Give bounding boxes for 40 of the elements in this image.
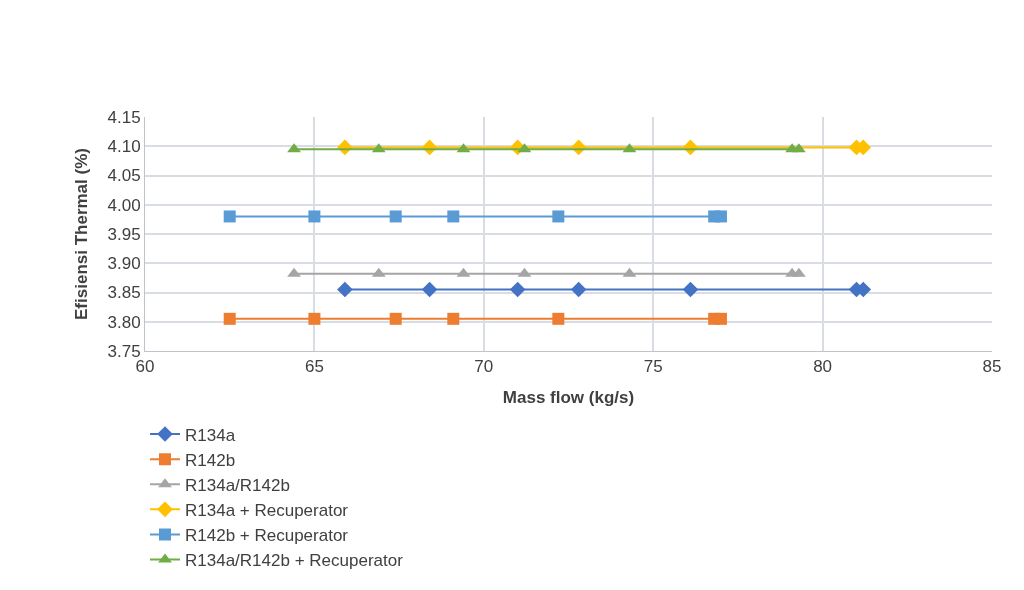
point <box>552 312 565 325</box>
point <box>389 210 402 223</box>
legend-label: R142b <box>185 450 236 470</box>
y-tick-label: 3.85 <box>107 283 141 303</box>
y-tick-label: 3.80 <box>107 312 141 332</box>
point <box>421 281 438 298</box>
legend-label: R134a/R142b + Recuperator <box>185 551 404 571</box>
point <box>287 267 301 277</box>
x-tick-label: 80 <box>813 357 833 377</box>
point <box>287 143 301 153</box>
point <box>714 210 727 223</box>
x-tick-label: 85 <box>982 357 1002 377</box>
point <box>447 210 460 223</box>
x-tick-label: 70 <box>474 357 494 377</box>
point <box>714 312 727 325</box>
legend-label: R134a <box>185 425 236 445</box>
y-axis-title: Efisiensi Thermal (%) <box>72 148 92 320</box>
y-tick-label: 4.10 <box>107 137 141 157</box>
y-tick-label: 4.05 <box>107 166 141 186</box>
point <box>308 312 321 325</box>
y-tick-label: 4.00 <box>107 195 141 215</box>
point <box>682 281 699 298</box>
point <box>552 210 565 223</box>
point <box>223 210 236 223</box>
point <box>223 312 236 325</box>
point <box>389 312 402 325</box>
x-tick-label: 75 <box>643 357 663 377</box>
x-axis-title: Mass flow (kg/s) <box>502 387 635 407</box>
point <box>337 281 353 298</box>
y-tick-label: 3.90 <box>107 254 141 274</box>
legend-label: R134a/R142b <box>185 475 290 495</box>
point <box>570 281 587 298</box>
legend-label: R142b + Recuperator <box>185 526 349 546</box>
point <box>308 210 321 223</box>
point <box>447 312 460 325</box>
y-tick-label: 3.95 <box>107 224 141 244</box>
x-tick-label: 65 <box>304 357 324 377</box>
y-tick-label: 4.15 <box>107 107 141 127</box>
legend-label: R134a + Recuperator <box>185 501 349 520</box>
point <box>509 281 526 298</box>
